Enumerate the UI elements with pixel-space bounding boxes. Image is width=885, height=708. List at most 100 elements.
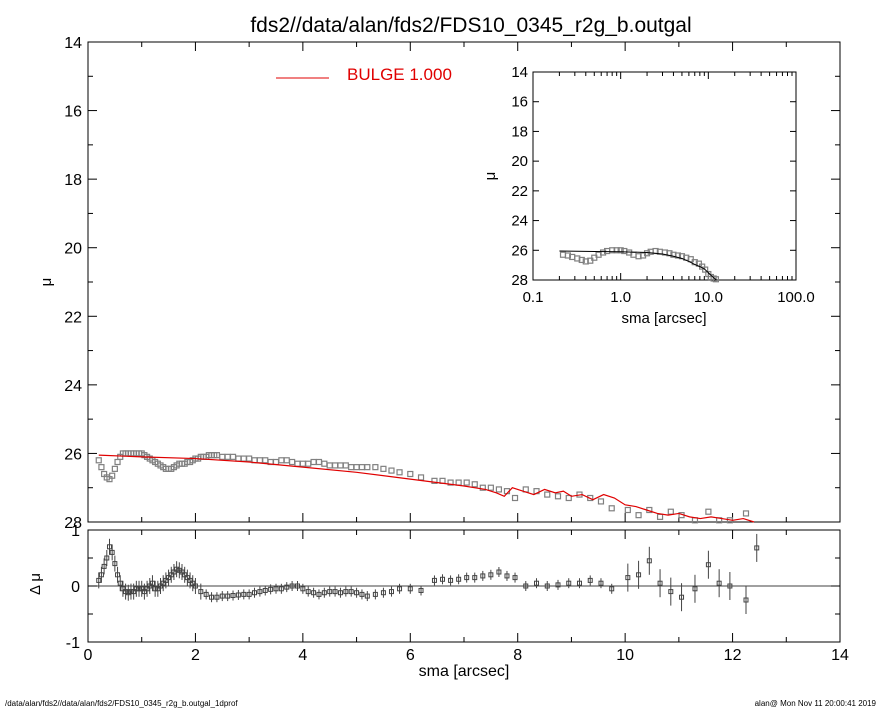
- main-data-point-61: [305, 460, 312, 467]
- main-data-point-87: [495, 486, 503, 493]
- main-data-point-75: [388, 467, 395, 474]
- inset-log-plot: 14 16 18 20 22 24 26 280.1 1.0 10.0 100.0 sma [arc…: [482, 64, 815, 327]
- main-data-point-100: [635, 512, 642, 519]
- main-data-point-93: [554, 493, 562, 500]
- residual-point-106: [754, 533, 760, 562]
- inset-data-point-12: [613, 247, 620, 254]
- inset-xtick-label-3: 100.0: [777, 289, 815, 306]
- residual-point-54: [289, 581, 295, 591]
- residual-point-34: [187, 572, 193, 589]
- residual-point-10: [123, 583, 129, 600]
- residual-point-49: [262, 585, 268, 596]
- main-data-point-50: [246, 455, 253, 462]
- residual-axis-ticks: 10-10 2 4 6 8 10 12 14: [66, 523, 849, 664]
- inset-data-point-37: [712, 276, 720, 283]
- residual-point-3: [104, 550, 110, 566]
- residual-point-23: [158, 578, 164, 594]
- residual-point-1: [98, 566, 104, 583]
- residual-point-57: [305, 586, 311, 597]
- main-data-point-67: [337, 462, 344, 469]
- main-data-point-63: [315, 458, 323, 466]
- main-data-point-103: [667, 508, 674, 515]
- residual-point-8: [117, 575, 123, 592]
- residual-point-19: [147, 578, 153, 594]
- residual-point-2: [101, 558, 107, 575]
- residual-point-43: [230, 590, 236, 601]
- residual-point-5: [109, 544, 115, 561]
- residual-point-18: [144, 580, 150, 597]
- residual-point-80: [472, 572, 478, 583]
- chart-title: fds2//data/alan/fds2/FDS10_0345_r2g_b.ou…: [250, 14, 691, 37]
- residual-point-97: [646, 546, 652, 575]
- residual-point-52: [278, 583, 284, 594]
- residual-point-96: [636, 560, 642, 589]
- residual-point-59: [316, 589, 322, 600]
- inset-ylabel: μ: [482, 172, 499, 181]
- main-data-point-0: [95, 457, 102, 464]
- main-data-point-1: [98, 464, 105, 471]
- main-data-point-74: [380, 465, 387, 472]
- main-data-point-99: [624, 506, 631, 514]
- inset-ytick-label-7: 28: [511, 272, 528, 289]
- residual-point-45: [241, 589, 247, 600]
- residual-point-13: [131, 583, 137, 600]
- residual-point-86: [523, 581, 529, 591]
- residual-point-16: [139, 580, 145, 597]
- residual-xtick-label-3: 6: [406, 647, 415, 664]
- residual-point-15: [136, 580, 142, 597]
- residual-point-22: [155, 580, 161, 597]
- residual-point-37: [198, 583, 204, 600]
- main-data-point-46: [224, 453, 231, 460]
- residual-point-76: [440, 574, 446, 585]
- inset-xlabel: sma [arcsec]: [621, 310, 706, 327]
- residual-point-56: [300, 583, 306, 594]
- residual-point-90: [566, 578, 572, 589]
- residual-point-35: [190, 575, 196, 592]
- residual-point-51: [273, 583, 279, 594]
- main-data-point-71: [358, 464, 366, 471]
- main-ytick-label-2: 18: [64, 172, 82, 189]
- residual-point-81: [480, 570, 486, 581]
- main-bulge-model-line: [98, 454, 755, 523]
- main-data-point-106: [705, 508, 712, 515]
- residual-point-68: [364, 591, 370, 602]
- residual-point-60: [321, 587, 327, 598]
- residual-point-65: [348, 586, 354, 597]
- residual-point-92: [587, 575, 593, 586]
- residual-point-79: [464, 572, 470, 583]
- inset-data-marks: [559, 247, 720, 283]
- main-data-point-69: [348, 464, 355, 471]
- footer-file-path: /data/alan/fds2//data/alan/fds2/FDS10_03…: [5, 699, 238, 708]
- residual-point-4: [106, 538, 112, 555]
- residual-point-24: [160, 575, 166, 592]
- main-ytick-label-4: 22: [64, 309, 82, 326]
- main-data-point-68: [342, 462, 349, 469]
- residual-point-103: [716, 569, 722, 598]
- inset-data-point-13: [617, 247, 624, 254]
- main-data-point-62: [310, 458, 317, 466]
- main-data-point-73: [372, 464, 379, 471]
- main-data-point-45: [219, 453, 226, 460]
- residual-point-0: [96, 572, 102, 589]
- main-data-point-109: [742, 510, 750, 517]
- inset-ytick-label-4: 22: [511, 183, 528, 200]
- main-data-point-52: [256, 457, 263, 464]
- main-data-point-60: [299, 460, 306, 467]
- main-data-point-78: [417, 474, 425, 481]
- inset-axis-ticks: 14 16 18 20 22 24 26 280.1 1.0 10.0 100.0: [511, 64, 814, 306]
- main-data-point-76: [396, 469, 403, 476]
- main-data-point-82: [455, 479, 462, 486]
- residual-point-32: [182, 566, 188, 583]
- main-data-point-58: [289, 458, 296, 466]
- inset-ytick-label-5: 24: [511, 213, 528, 230]
- main-data-point-47: [229, 453, 237, 460]
- residual-point-91: [576, 578, 582, 589]
- main-axis-ticks: 14 16 18 20 22 24 26 28: [64, 35, 841, 532]
- residual-plot: 10-10 2 4 6 8 10 12 14 Δ μ sma [arcsec]: [27, 523, 849, 680]
- residual-ytick-label-0: 1: [71, 523, 80, 540]
- residual-xtick-label-5: 10: [616, 647, 634, 664]
- residual-xtick-label-0: 0: [84, 647, 93, 664]
- inset-data-point-4: [578, 256, 585, 264]
- main-ytick-label-1: 16: [64, 104, 82, 121]
- residual-point-48: [257, 586, 263, 597]
